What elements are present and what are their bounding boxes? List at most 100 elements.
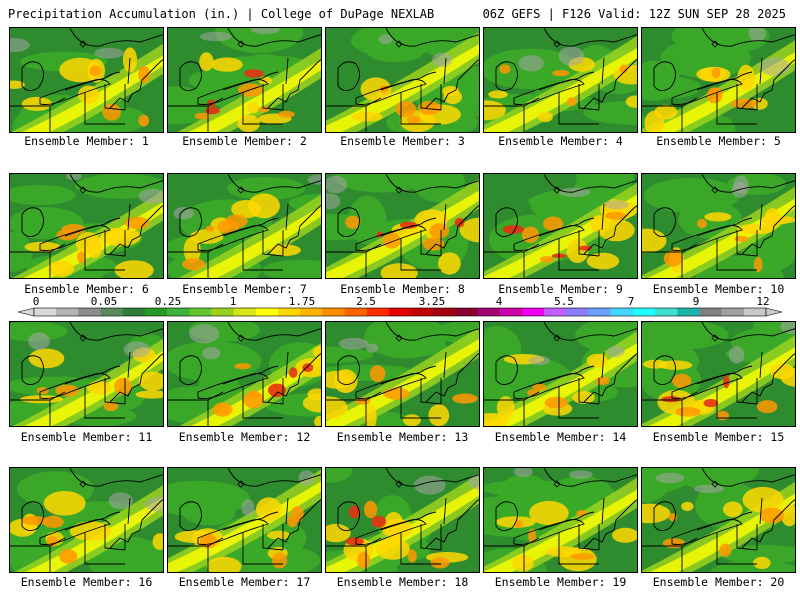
colorbar-min-arrow xyxy=(17,307,35,317)
colorbar-bin xyxy=(167,308,190,316)
ensemble-member-label: Ensemble Member: 11 xyxy=(20,430,153,444)
ensemble-member-panel xyxy=(641,321,796,427)
precip-map xyxy=(10,468,163,572)
ensemble-member-label: Ensemble Member: 4 xyxy=(498,134,623,148)
colorbar-tick-label: 1.75 xyxy=(288,295,316,308)
ensemble-member-label: Ensemble Member: 14 xyxy=(494,430,627,444)
ensemble-member-panel xyxy=(483,173,638,279)
ensemble-member-panel xyxy=(641,467,796,573)
colorbar-bin xyxy=(743,308,767,316)
colorbar-tick-label: 9 xyxy=(692,295,700,308)
colorbar-bin xyxy=(278,308,301,316)
ensemble-member-label: Ensemble Member: 13 xyxy=(336,430,469,444)
ensemble-member-panel xyxy=(483,27,638,133)
precip-map xyxy=(326,174,479,278)
precip-map xyxy=(484,28,637,132)
precip-map xyxy=(168,468,321,572)
colorbar-tick-label: 0 xyxy=(32,295,40,308)
colorbar-bin xyxy=(56,308,79,316)
ensemble-member-label: Ensemble Member: 6 xyxy=(24,282,149,296)
ensemble-member-panel xyxy=(167,467,322,573)
run-valid-time: 06Z GEFS | F126 Valid: 12Z SUN SEP 28 20… xyxy=(482,7,786,21)
colorbar-tick-label: 2.5 xyxy=(356,295,376,308)
ensemble-member-label: Ensemble Member: 8 xyxy=(340,282,465,296)
precip-map xyxy=(484,322,637,426)
colorbar-tick-label: 4 xyxy=(495,295,503,308)
colorbar-tick-label: 3.25 xyxy=(418,295,446,308)
colorbar-bin xyxy=(122,308,146,316)
colorbar-bin xyxy=(677,308,700,316)
ensemble-member-label: Ensemble Member: 2 xyxy=(182,134,307,148)
precip-map xyxy=(168,174,321,278)
ensemble-member-label: Ensemble Member: 10 xyxy=(652,282,785,296)
precip-map xyxy=(326,322,479,426)
ensemble-member-panel xyxy=(325,173,480,279)
ensemble-member-label: Ensemble Member: 9 xyxy=(498,282,623,296)
ensemble-member-panel xyxy=(325,321,480,427)
colorbar-bin xyxy=(78,308,101,316)
ensemble-member-panel xyxy=(641,173,796,279)
ensemble-member-panel xyxy=(167,27,322,133)
colorbar-bin xyxy=(544,308,567,316)
ensemble-member-label: Ensemble Member: 3 xyxy=(340,134,465,148)
ensemble-member-label: Ensemble Member: 5 xyxy=(656,134,781,148)
colorbar-bin xyxy=(300,308,323,316)
colorbar-bin xyxy=(388,308,412,316)
ensemble-member-panel xyxy=(9,27,164,133)
ensemble-member-label: Ensemble Member: 16 xyxy=(20,575,153,589)
precip-map xyxy=(326,28,479,132)
precip-map xyxy=(484,174,637,278)
ensemble-member-panel xyxy=(9,173,164,279)
colorbar-bin xyxy=(566,308,589,316)
colorbar-bin xyxy=(477,308,501,316)
colorbar-tick-label: 1 xyxy=(229,295,237,308)
precip-map xyxy=(642,322,795,426)
colorbar-bin xyxy=(522,308,545,316)
ensemble-member-panel xyxy=(483,467,638,573)
colorbar-bin xyxy=(455,308,478,316)
colorbar-tick-label: 0.05 xyxy=(90,295,118,308)
ensemble-member-label: Ensemble Member: 17 xyxy=(178,575,311,589)
colorbar-bin xyxy=(366,308,390,316)
precip-map xyxy=(326,468,479,572)
ensemble-member-panel xyxy=(9,321,164,427)
colorbar-bin xyxy=(610,308,634,316)
colorbar-bin xyxy=(655,308,678,316)
precip-map xyxy=(10,322,163,426)
colorbar-bin xyxy=(211,308,234,316)
precip-map xyxy=(642,174,795,278)
ensemble-member-label: Ensemble Member: 18 xyxy=(336,575,469,589)
colorbar-bin xyxy=(433,308,456,316)
colorbar xyxy=(17,307,783,317)
colorbar-bin xyxy=(588,308,612,316)
ensemble-member-panel xyxy=(167,321,322,427)
colorbar-max-arrow xyxy=(765,307,783,317)
colorbar-bin xyxy=(411,308,434,316)
ensemble-member-panel xyxy=(641,27,796,133)
colorbar-bin xyxy=(632,308,656,316)
colorbar-tick-label: 7 xyxy=(627,295,635,308)
ensemble-member-panel xyxy=(167,173,322,279)
ensemble-member-label: Ensemble Member: 1 xyxy=(24,134,149,148)
precip-map xyxy=(10,28,163,132)
colorbar-tick-label: 0.25 xyxy=(154,295,182,308)
ensemble-member-panel xyxy=(325,27,480,133)
colorbar-bin xyxy=(34,308,57,316)
precip-map xyxy=(642,28,795,132)
colorbar-bin xyxy=(322,308,345,316)
colorbar-bin xyxy=(100,308,124,316)
colorbar-bin xyxy=(255,308,279,316)
ensemble-member-label: Ensemble Member: 12 xyxy=(178,430,311,444)
ensemble-member-label: Ensemble Member: 15 xyxy=(652,430,785,444)
colorbar-tick-label: 12 xyxy=(756,295,770,308)
colorbar-bin xyxy=(233,308,257,316)
ensemble-member-panel xyxy=(9,467,164,573)
chart-title: Precipitation Accumulation (in.) | Colle… xyxy=(8,7,435,21)
ensemble-member-panel xyxy=(483,321,638,427)
precip-map xyxy=(168,28,321,132)
colorbar-tick-label: 5.5 xyxy=(554,295,574,308)
colorbar-bin xyxy=(721,308,745,316)
ensemble-member-label: Ensemble Member: 7 xyxy=(182,282,307,296)
precip-map xyxy=(642,468,795,572)
